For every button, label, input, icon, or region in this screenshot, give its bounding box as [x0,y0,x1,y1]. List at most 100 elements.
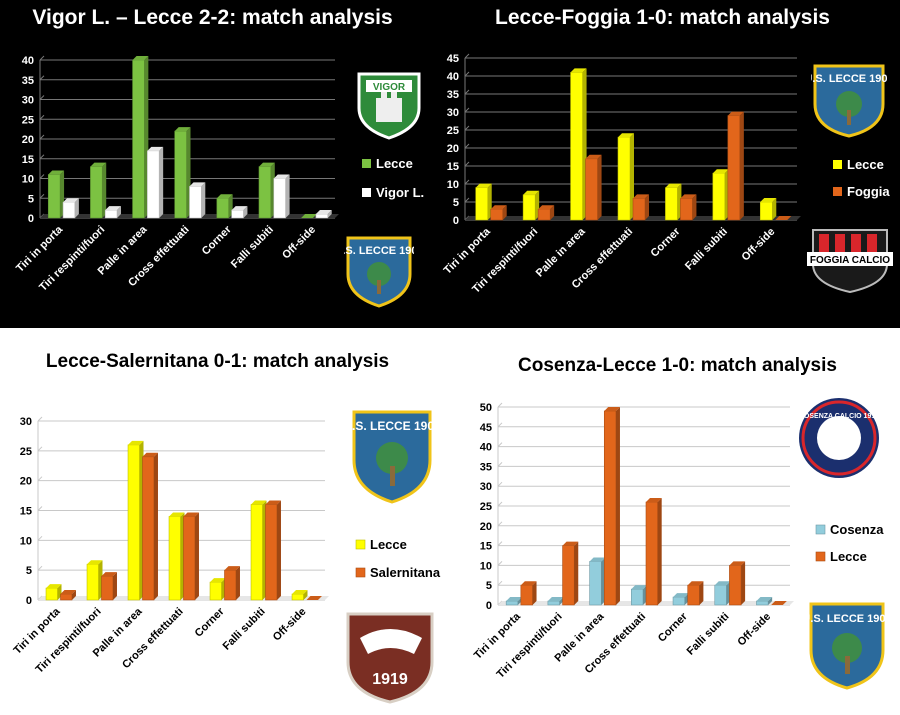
gridline-side [497,462,503,467]
gridline-side [39,193,45,199]
bar-top [523,190,540,195]
bar-series-a [209,581,222,601]
bar-series-a [617,136,631,221]
bar-series-a [547,600,560,606]
bar-side [243,206,248,218]
bar-series-a [631,588,644,606]
gridline-side [497,541,503,546]
bar-top [665,183,682,188]
bar-series-b [727,115,741,221]
y-tick-label: 45 [480,422,492,434]
legend-swatch [355,567,366,578]
bar-side [502,205,507,220]
gridline-side [497,580,503,586]
legend-swatch [833,160,842,169]
gridline-side [464,197,470,203]
bar-series-a [712,172,726,221]
bar-series-b [729,565,742,606]
bar-top [687,581,704,586]
chart-title: Vigor L. – Lecce 2-2: match analysis [32,6,393,29]
bar-side [153,452,158,600]
y-tick-label: 15 [447,161,459,173]
bar-series-a [90,166,103,219]
bar-side [276,500,281,600]
bar-top [306,596,322,600]
bar-side [194,512,199,600]
bar-top [775,216,792,220]
x-tick-label: Falli subiti [683,226,730,273]
bar-top [680,194,697,199]
bar-series-a [475,187,489,221]
bar-series-a [174,130,187,219]
svg-text:U.S. LECCE 1908: U.S. LECCE 1908 [811,73,887,85]
bar-top [128,440,144,445]
gridline-side [37,416,43,422]
bar-top [756,597,773,602]
x-tick-label: Falli subiti [221,606,268,653]
bar-top [646,498,662,503]
legend-swatch [815,524,826,535]
gridline-side [37,476,43,482]
chart-title: Cosenza-Lecce 1-0: match analysis [518,355,837,376]
bar-side [74,198,79,218]
legend-swatch [833,187,842,196]
x-tick-label: Corner [193,605,227,639]
bar-top [570,68,587,73]
y-tick-label: 35 [480,461,492,473]
bar-top [633,194,649,199]
bar-top [147,146,164,151]
bar-top [292,590,308,595]
bar-top [90,162,107,167]
bar-side [285,174,290,218]
y-tick-label: 20 [480,521,492,533]
y-tick-label: 0 [28,213,34,225]
bar-series-b [189,186,202,219]
chart-title: Lecce-Salernitana 0-1: match analysis [45,351,390,372]
y-tick-label: 50 [480,402,492,414]
bar-top [589,557,606,562]
gridline-side [39,174,45,179]
bar-top [265,500,281,505]
x-tick-label: Corner [656,610,690,644]
bar-series-b [632,198,646,221]
bar-top [631,585,647,590]
bar-side [768,597,773,605]
bar-series-a [756,600,769,606]
chart-panel-lecce-foggia: Lecce-Foggia 1-0: match analysis 0 5 10 15 2… [425,0,900,328]
svg-text:U.S. LECCE 1908: U.S. LECCE 1908 [344,245,414,257]
bar-side [201,182,206,218]
gridline-side [464,125,470,131]
bar-top [169,512,185,517]
bar-side [739,111,744,220]
legend-label: Foggia [847,184,890,199]
y-tick-label: 15 [480,541,492,553]
bar-side [772,198,777,220]
x-tick-label: Off-side [735,611,773,649]
vigor-logo-icon: VIGOR [357,72,421,140]
bar-side [657,498,662,605]
bar-series-b [183,516,196,601]
gridline-side [497,561,503,566]
bar-series-a [216,197,229,219]
bar-series-b [101,575,114,601]
bar-series-b [147,150,160,219]
gridline-side [497,501,503,507]
y-tick-label: 30 [22,95,34,107]
bar-series-b [537,208,551,221]
bar-top [251,500,267,505]
bar-series-a [127,444,140,601]
bar-top [604,406,620,411]
y-tick-label: 40 [480,442,492,454]
legend-label: Lecce [376,156,413,171]
bar-top [538,205,555,210]
bar-side [71,590,76,600]
bar-series-a [505,600,519,606]
bar-side [574,541,579,605]
x-tick-label: Tiri in porta [442,225,494,277]
y-tick-label: 5 [26,565,32,577]
bar-top [673,593,689,598]
gridline-side [39,55,45,61]
gridline-side [464,89,470,95]
bar-top [48,170,65,175]
